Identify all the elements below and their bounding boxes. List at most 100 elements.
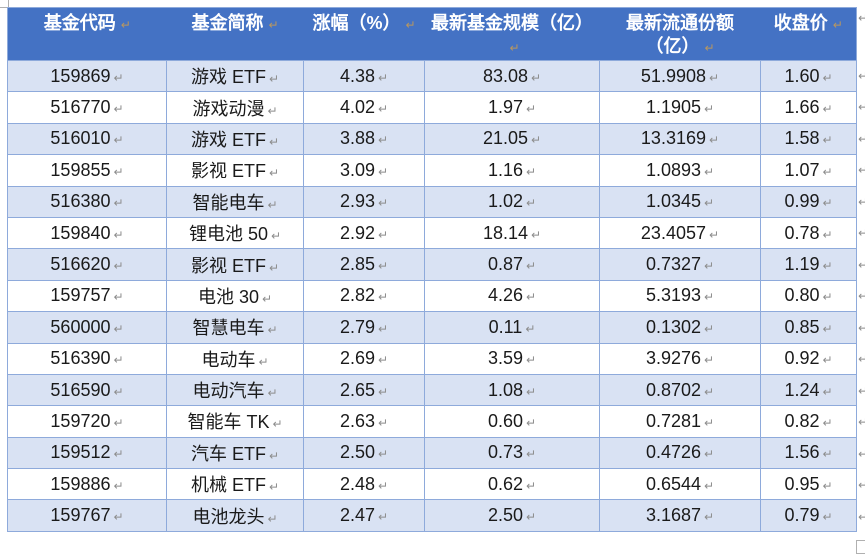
header-cell[interactable]: 最新基金规模（亿） ↵: [424, 7, 600, 61]
table-cell[interactable]: 1.1905 ↵: [599, 91, 761, 124]
table-cell[interactable]: 机械 ETF ↵: [166, 468, 304, 501]
table-cell[interactable]: 1.56 ↵: [760, 436, 857, 470]
header-cell[interactable]: 最新流通份额 （亿） ↵: [599, 7, 761, 61]
table-cell[interactable]: 159869 ↵: [7, 59, 167, 93]
table-cell[interactable]: 2.48 ↵: [303, 468, 425, 501]
header-cell[interactable]: 收盘价 ↵: [760, 7, 857, 61]
table-cell[interactable]: 0.60 ↵: [424, 405, 600, 438]
table-cell[interactable]: 83.08 ↵: [424, 59, 600, 93]
cell-value: 0.60: [487, 410, 523, 431]
table-cell[interactable]: 电池 30 ↵: [166, 279, 304, 313]
table-cell[interactable]: 2.69 ↵: [303, 342, 425, 375]
table-cell[interactable]: 1.97 ↵: [424, 91, 600, 124]
table-cell[interactable]: 影视 ETF ↵: [166, 248, 304, 281]
table-cell[interactable]: 0.80 ↵: [760, 279, 857, 313]
table-cell[interactable]: 智慧电车 ↵: [166, 311, 304, 344]
table-cell[interactable]: 516770 ↵: [7, 91, 167, 124]
table-cell[interactable]: 智能电车 ↵: [166, 185, 304, 218]
table-cell[interactable]: 13.3169 ↵: [599, 122, 761, 156]
table-cell[interactable]: 1.66 ↵: [760, 91, 857, 124]
table-cell[interactable]: 0.99 ↵: [760, 185, 857, 218]
table-cell[interactable]: 汽车 ETF ↵: [166, 436, 304, 470]
table-cell[interactable]: 159512 ↵: [7, 436, 167, 470]
table-cell[interactable]: 51.9908 ↵: [599, 59, 761, 93]
table-cell[interactable]: 159855 ↵: [7, 154, 167, 187]
table-cell[interactable]: 0.7327 ↵: [599, 248, 761, 281]
table-cell[interactable]: 0.1302 ↵: [599, 311, 761, 344]
table-cell[interactable]: 0.73 ↵: [424, 436, 600, 470]
table-cell[interactable]: 1.07 ↵: [760, 154, 857, 187]
table-cell[interactable]: 0.62 ↵: [424, 468, 600, 501]
table-cell[interactable]: 516010 ↵: [7, 122, 167, 156]
table-cell[interactable]: 0.95 ↵: [760, 468, 857, 501]
table-cell[interactable]: 2.65 ↵: [303, 373, 425, 407]
table-cell[interactable]: 159767 ↵: [7, 499, 167, 532]
table-cell[interactable]: 0.92 ↵: [760, 342, 857, 375]
table-cell[interactable]: 锂电池 50 ↵: [166, 216, 304, 250]
table-cell[interactable]: 1.08 ↵: [424, 373, 600, 407]
table-cell[interactable]: 2.47 ↵: [303, 499, 425, 532]
table-cell[interactable]: 2.50 ↵: [303, 436, 425, 470]
table-cell[interactable]: 5.3193 ↵: [599, 279, 761, 313]
table-cell[interactable]: 0.79 ↵: [760, 499, 857, 532]
table-cell[interactable]: 0.4726 ↵: [599, 436, 761, 470]
table-cell[interactable]: 0.87 ↵: [424, 248, 600, 281]
table-cell[interactable]: 智能车 TK ↵: [166, 405, 304, 438]
table-cell[interactable]: 159757 ↵: [7, 279, 167, 313]
table-cell[interactable]: 1.16 ↵: [424, 154, 600, 187]
table-cell[interactable]: 159840 ↵: [7, 216, 167, 250]
table-cell[interactable]: 电动汽车 ↵: [166, 373, 304, 407]
end-of-row-mark: ↵: [858, 257, 865, 272]
table-cell[interactable]: 0.11 ↵: [424, 311, 600, 344]
table-cell[interactable]: 3.88 ↵: [303, 122, 425, 156]
table-cell[interactable]: 2.82 ↵: [303, 279, 425, 313]
table-cell[interactable]: 4.26 ↵: [424, 279, 600, 313]
table-cell[interactable]: 0.6544 ↵: [599, 468, 761, 501]
table-cell[interactable]: 0.78 ↵: [760, 216, 857, 250]
table-cell[interactable]: 电池龙头 ↵: [166, 499, 304, 532]
table-cell[interactable]: 4.02 ↵: [303, 91, 425, 124]
table-cell[interactable]: 0.8702 ↵: [599, 373, 761, 407]
table-cell[interactable]: 游戏 ETF ↵: [166, 122, 304, 156]
table-cell[interactable]: 3.9276 ↵: [599, 342, 761, 375]
table-cell[interactable]: 516380 ↵: [7, 185, 167, 218]
table-cell[interactable]: 2.85 ↵: [303, 248, 425, 281]
header-cell[interactable]: 基金简称 ↵: [166, 7, 304, 61]
table-cell[interactable]: 516590 ↵: [7, 373, 167, 407]
table-cell[interactable]: 1.19 ↵: [760, 248, 857, 281]
table-cell[interactable]: 23.4057 ↵: [599, 216, 761, 250]
table-cell[interactable]: 1.0893 ↵: [599, 154, 761, 187]
table-move-handle[interactable]: [0, 0, 9, 8]
table-cell[interactable]: 1.24 ↵: [760, 373, 857, 407]
table-cell[interactable]: 18.14 ↵: [424, 216, 600, 250]
table-cell[interactable]: 560000 ↵: [7, 311, 167, 344]
table-cell[interactable]: 2.92 ↵: [303, 216, 425, 250]
table-cell[interactable]: 3.09 ↵: [303, 154, 425, 187]
table-cell[interactable]: 0.82 ↵: [760, 405, 857, 438]
table-cell[interactable]: 影视 ETF ↵: [166, 154, 304, 187]
table-cell[interactable]: 0.85 ↵: [760, 311, 857, 344]
table-cell[interactable]: 159886 ↵: [7, 468, 167, 501]
table-cell[interactable]: 2.93 ↵: [303, 185, 425, 218]
table-cell[interactable]: 1.0345 ↵: [599, 185, 761, 218]
header-cell[interactable]: 涨幅（%） ↵: [303, 7, 425, 61]
table-cell[interactable]: 电动车 ↵: [166, 342, 304, 375]
table-resize-handle[interactable]: [856, 540, 865, 554]
table-cell[interactable]: 游戏动漫 ↵: [166, 91, 304, 124]
table-cell[interactable]: 0.7281 ↵: [599, 405, 761, 438]
table-cell[interactable]: 1.60 ↵: [760, 59, 857, 93]
table-cell[interactable]: 516390 ↵: [7, 342, 167, 375]
table-cell[interactable]: 1.58 ↵: [760, 122, 857, 156]
table-cell[interactable]: 1.02 ↵: [424, 185, 600, 218]
table-cell[interactable]: 游戏 ETF ↵: [166, 59, 304, 93]
table-cell[interactable]: 2.63 ↵: [303, 405, 425, 438]
header-cell[interactable]: 基金代码 ↵: [7, 7, 167, 61]
table-cell[interactable]: 2.79 ↵: [303, 311, 425, 344]
table-cell[interactable]: 3.1687 ↵: [599, 499, 761, 532]
table-cell[interactable]: 3.59 ↵: [424, 342, 600, 375]
table-cell[interactable]: 2.50 ↵: [424, 499, 600, 532]
table-cell[interactable]: 21.05 ↵: [424, 122, 600, 156]
table-cell[interactable]: 4.38 ↵: [303, 59, 425, 93]
table-cell[interactable]: 516620 ↵: [7, 248, 167, 281]
table-cell[interactable]: 159720 ↵: [7, 405, 167, 438]
